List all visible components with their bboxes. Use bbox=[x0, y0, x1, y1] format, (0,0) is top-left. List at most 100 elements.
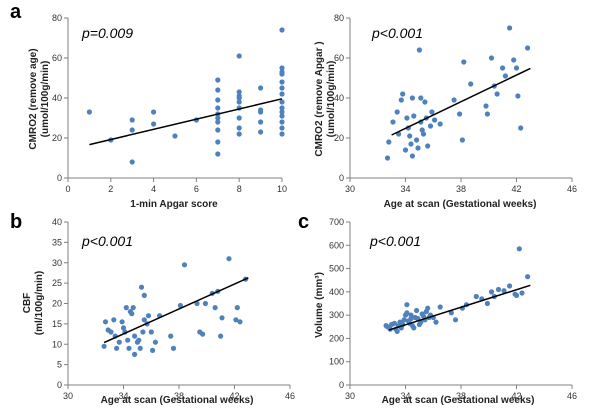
data-point bbox=[279, 69, 285, 75]
y-tick-label: 600 bbox=[329, 240, 344, 250]
x-tick-label: 2 bbox=[108, 184, 113, 194]
y-axis-label-line1: CMRO2 (remove age) bbox=[28, 48, 39, 149]
y-tick-label: 100 bbox=[329, 357, 344, 367]
data-point bbox=[488, 55, 495, 61]
p-value-annotation: p<0.001 bbox=[369, 233, 421, 249]
data-point bbox=[101, 343, 107, 349]
y-tick-label: 60 bbox=[52, 53, 62, 63]
data-point bbox=[390, 119, 396, 125]
y-tick-label: 60 bbox=[334, 53, 344, 63]
data-point bbox=[150, 347, 156, 353]
data-point bbox=[279, 79, 285, 85]
data-point bbox=[148, 329, 154, 335]
data-point bbox=[401, 317, 407, 323]
y-tick-label: 200 bbox=[329, 333, 344, 343]
data-point bbox=[129, 117, 135, 123]
data-point bbox=[215, 87, 221, 93]
data-point bbox=[137, 345, 143, 351]
x-tick-label: 34 bbox=[400, 391, 410, 401]
regression-line bbox=[391, 67, 531, 136]
data-point bbox=[384, 155, 391, 161]
data-point bbox=[258, 109, 264, 115]
data-point bbox=[215, 139, 221, 145]
data-point bbox=[279, 119, 285, 125]
data-point bbox=[215, 97, 221, 103]
data-point bbox=[525, 274, 531, 280]
y-tick-label: 20 bbox=[52, 133, 62, 143]
data-point bbox=[394, 328, 400, 334]
x-tick-label: 42 bbox=[229, 391, 239, 401]
y-tick-label: 15 bbox=[52, 319, 62, 329]
data-point bbox=[215, 105, 221, 111]
data-point bbox=[518, 125, 524, 131]
x-axis-label: Age at scan (Gestational weeks) bbox=[384, 199, 537, 210]
data-point bbox=[429, 109, 435, 115]
data-point bbox=[409, 153, 415, 159]
data-point bbox=[525, 45, 531, 51]
data-point bbox=[451, 97, 457, 103]
data-point bbox=[488, 289, 495, 295]
y-axis-label-line1: CBF bbox=[22, 293, 33, 314]
data-point bbox=[152, 339, 158, 345]
data-point bbox=[120, 325, 127, 331]
data-point bbox=[437, 304, 443, 310]
data-point bbox=[170, 345, 177, 351]
data-point bbox=[258, 85, 264, 91]
data-point bbox=[432, 117, 438, 123]
data-point bbox=[416, 47, 422, 53]
data-point bbox=[507, 283, 513, 289]
data-point bbox=[212, 305, 218, 311]
data-point bbox=[515, 93, 521, 99]
data-point bbox=[452, 317, 459, 323]
data-point bbox=[130, 305, 136, 311]
data-point bbox=[102, 319, 109, 325]
data-point bbox=[236, 89, 242, 95]
y-tick-label: 30 bbox=[52, 258, 62, 268]
data-point bbox=[141, 317, 147, 323]
data-point bbox=[138, 284, 145, 290]
data-point bbox=[427, 123, 434, 129]
data-point bbox=[408, 312, 414, 318]
data-point bbox=[407, 133, 413, 139]
data-point bbox=[457, 111, 463, 117]
data-point bbox=[123, 305, 129, 311]
data-point bbox=[411, 325, 417, 331]
data-point bbox=[437, 121, 443, 127]
data-point bbox=[279, 113, 285, 119]
data-point bbox=[236, 99, 242, 105]
data-point bbox=[219, 315, 225, 321]
panel-a: a p=0.009 CMRO2 (remove age) (umol/100g/… bbox=[10, 1, 287, 210]
y-tick-label: 400 bbox=[329, 287, 344, 297]
x-tick-label: 30 bbox=[345, 184, 355, 194]
y-tick-label: 35 bbox=[52, 237, 62, 247]
data-point bbox=[459, 137, 465, 143]
x-tick-label: 6 bbox=[194, 184, 199, 194]
y-axis-label-line1: CMRO2 (remove Apgar ) bbox=[314, 41, 325, 156]
regression-line bbox=[103, 277, 249, 344]
data-point bbox=[513, 65, 520, 71]
data-point bbox=[394, 109, 400, 115]
x-tick-label: 34 bbox=[118, 391, 128, 401]
data-point bbox=[200, 331, 206, 337]
data-point bbox=[233, 317, 239, 323]
data-point bbox=[116, 339, 122, 345]
data-point bbox=[419, 127, 425, 133]
y-tick-label: 0 bbox=[57, 380, 62, 390]
data-point bbox=[215, 115, 221, 121]
data-point bbox=[279, 105, 285, 111]
regression-line bbox=[89, 98, 283, 146]
data-point bbox=[495, 286, 502, 293]
data-point bbox=[409, 95, 415, 101]
x-axis-label: Age at scan (Gestational weeks) bbox=[101, 395, 254, 406]
data-point bbox=[125, 337, 131, 343]
data-point bbox=[511, 57, 517, 63]
y-tick-label: 0 bbox=[339, 380, 344, 390]
data-point bbox=[279, 27, 285, 33]
data-point bbox=[279, 131, 285, 137]
data-point bbox=[236, 115, 242, 121]
x-tick-label: 0 bbox=[65, 184, 70, 194]
x-tick-label: 42 bbox=[511, 184, 521, 194]
panel-top-right: p<0.001 CMRO2 (remove Apgar ) (umol/100g… bbox=[314, 13, 577, 210]
data-point bbox=[279, 125, 285, 131]
x-axis-label: Age at scan (Gestational weeks) bbox=[382, 395, 535, 406]
